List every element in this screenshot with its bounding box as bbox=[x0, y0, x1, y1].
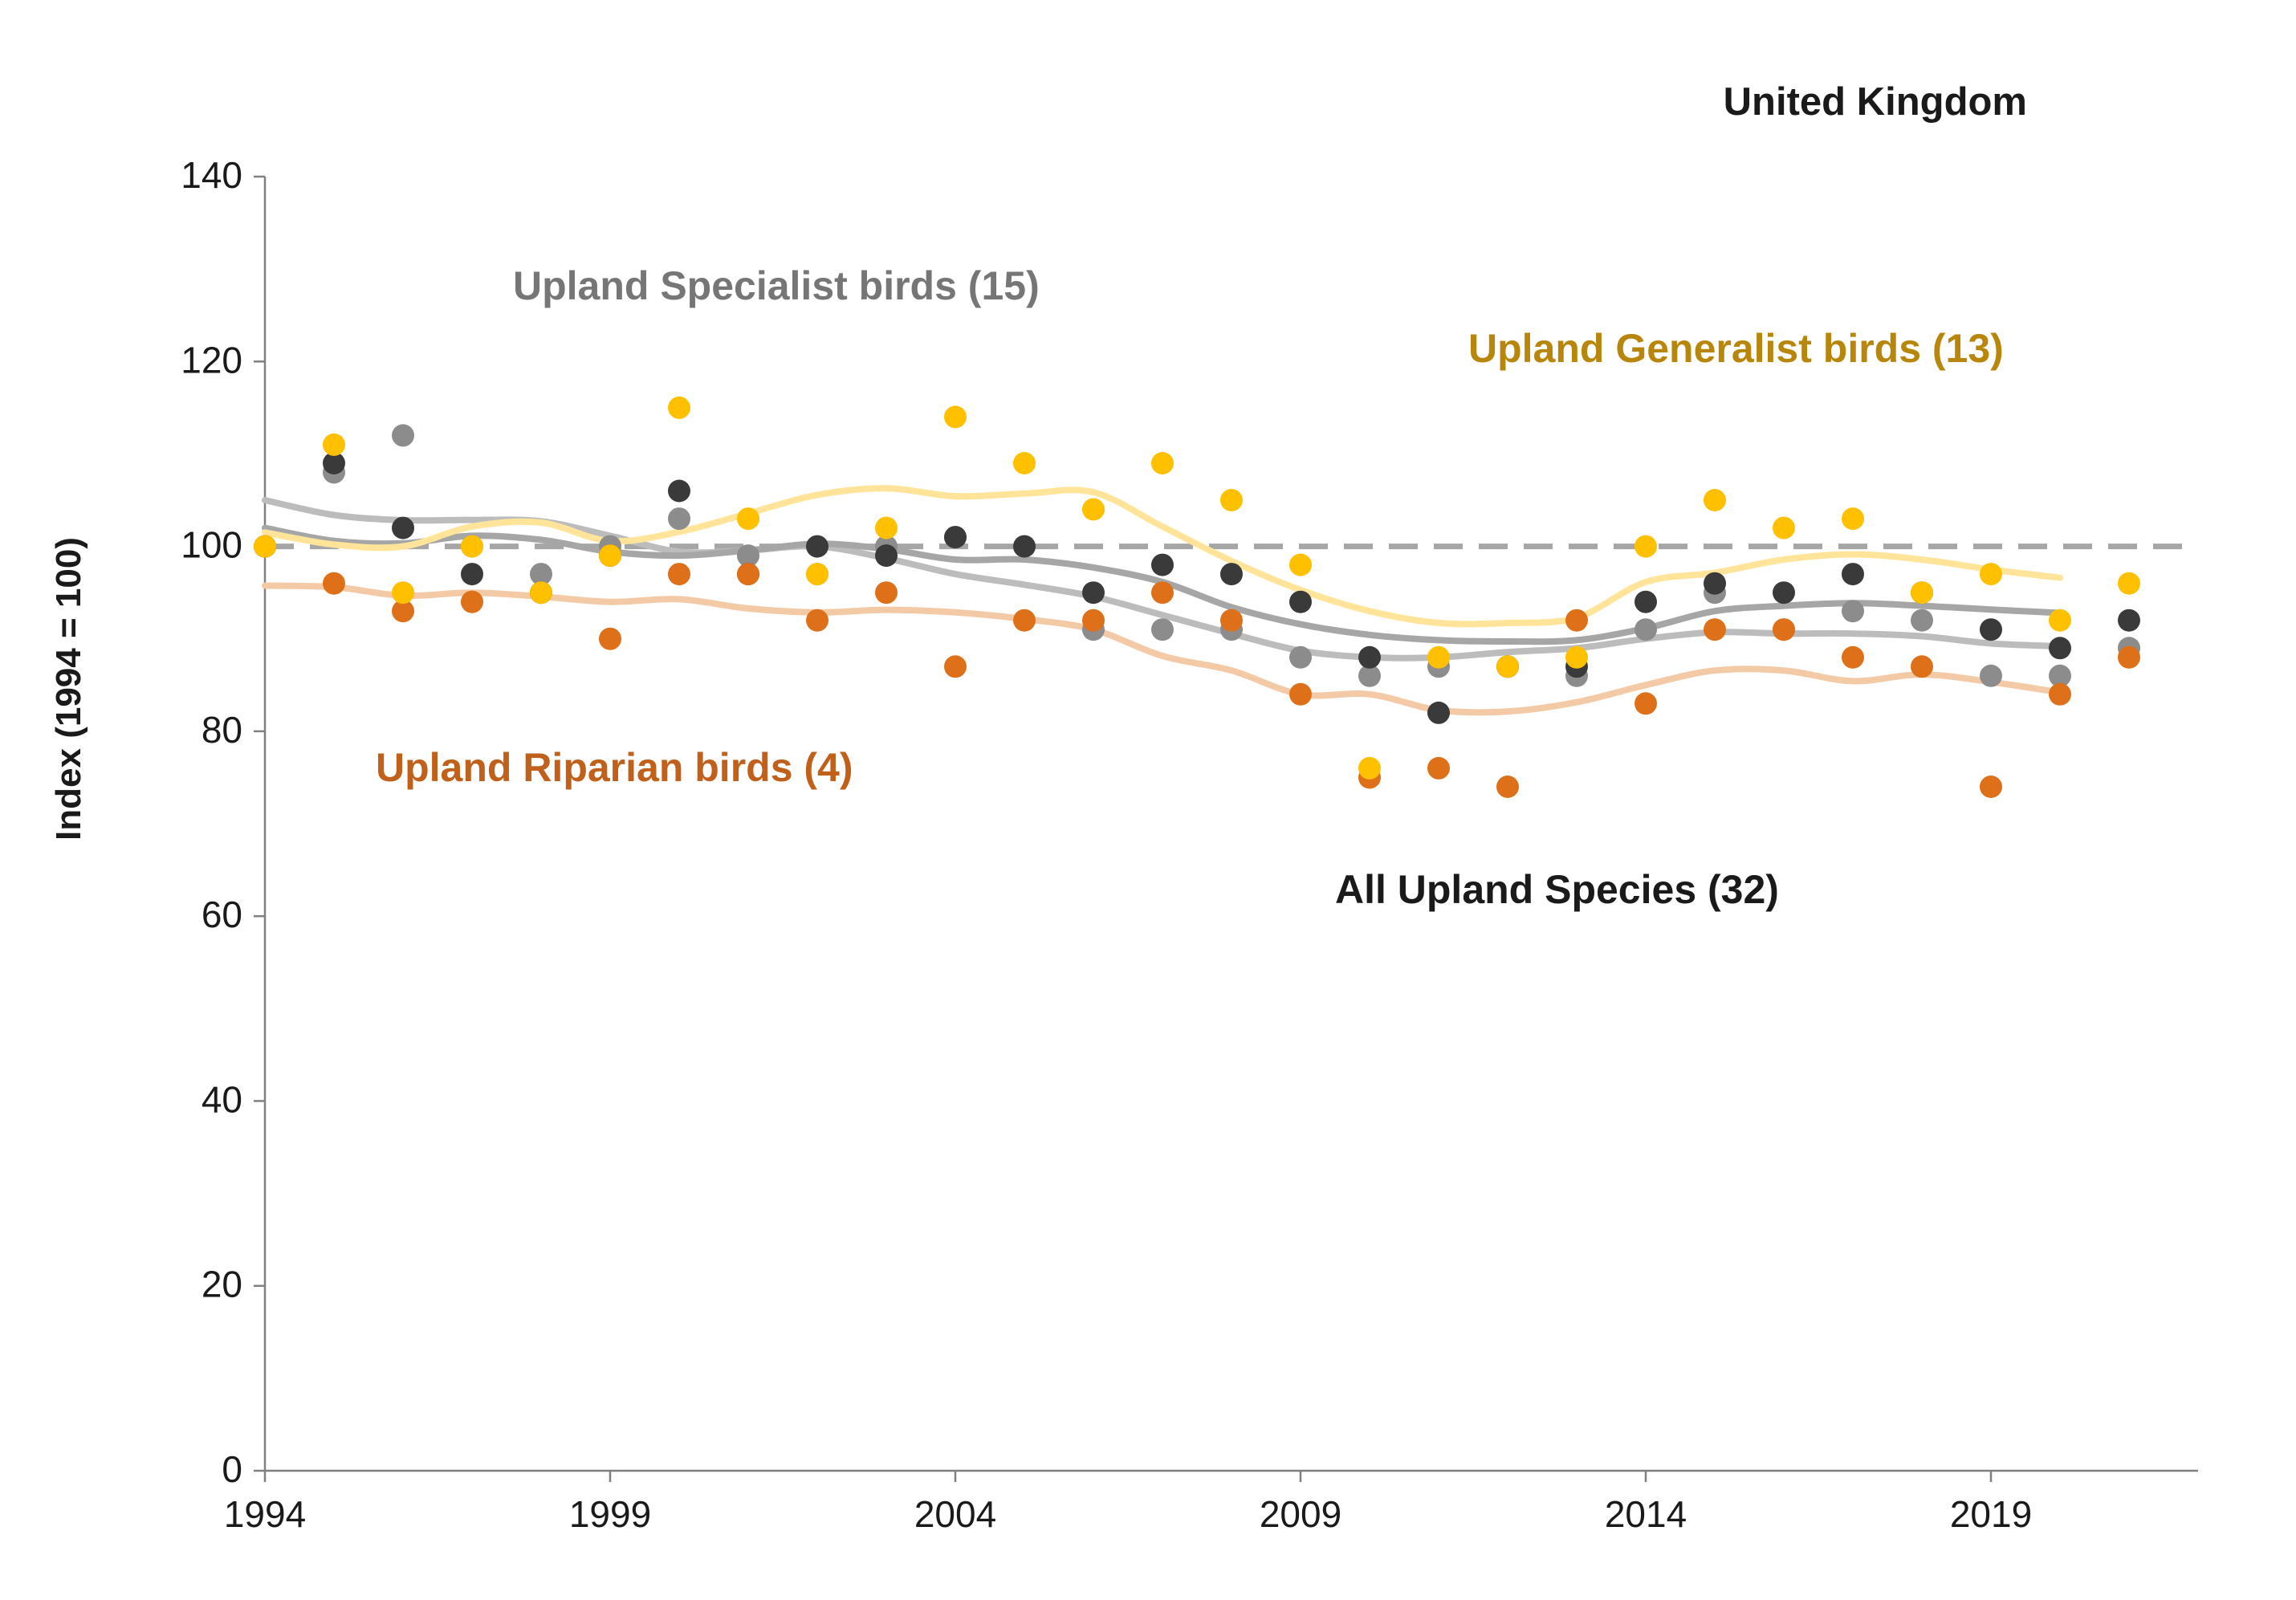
svg-text:United Kingdom: United Kingdom bbox=[1724, 80, 2027, 124]
svg-text:1999: 1999 bbox=[569, 1493, 651, 1535]
svg-text:120: 120 bbox=[181, 339, 242, 381]
svg-text:2004: 2004 bbox=[914, 1493, 996, 1535]
svg-text:2009: 2009 bbox=[1260, 1493, 1341, 1535]
svg-text:Upland Specialist birds (15): Upland Specialist birds (15) bbox=[513, 263, 1040, 308]
svg-text:80: 80 bbox=[202, 709, 242, 751]
svg-text:Upland Riparian birds (4): Upland Riparian birds (4) bbox=[376, 745, 853, 790]
svg-text:2019: 2019 bbox=[1950, 1493, 2032, 1535]
svg-text:All Upland Species (32): All Upland Species (32) bbox=[1335, 867, 1779, 912]
svg-text:1994: 1994 bbox=[224, 1493, 306, 1535]
svg-text:140: 140 bbox=[181, 154, 242, 196]
svg-text:60: 60 bbox=[202, 894, 242, 935]
svg-text:0: 0 bbox=[222, 1448, 242, 1490]
svg-text:Index (1994 = 100): Index (1994 = 100) bbox=[49, 537, 88, 841]
svg-text:20: 20 bbox=[202, 1264, 242, 1305]
svg-text:40: 40 bbox=[202, 1078, 242, 1120]
svg-text:100: 100 bbox=[181, 524, 242, 566]
svg-text:2014: 2014 bbox=[1605, 1493, 1687, 1535]
svg-text:Upland Generalist birds (13): Upland Generalist birds (13) bbox=[1468, 326, 2004, 371]
